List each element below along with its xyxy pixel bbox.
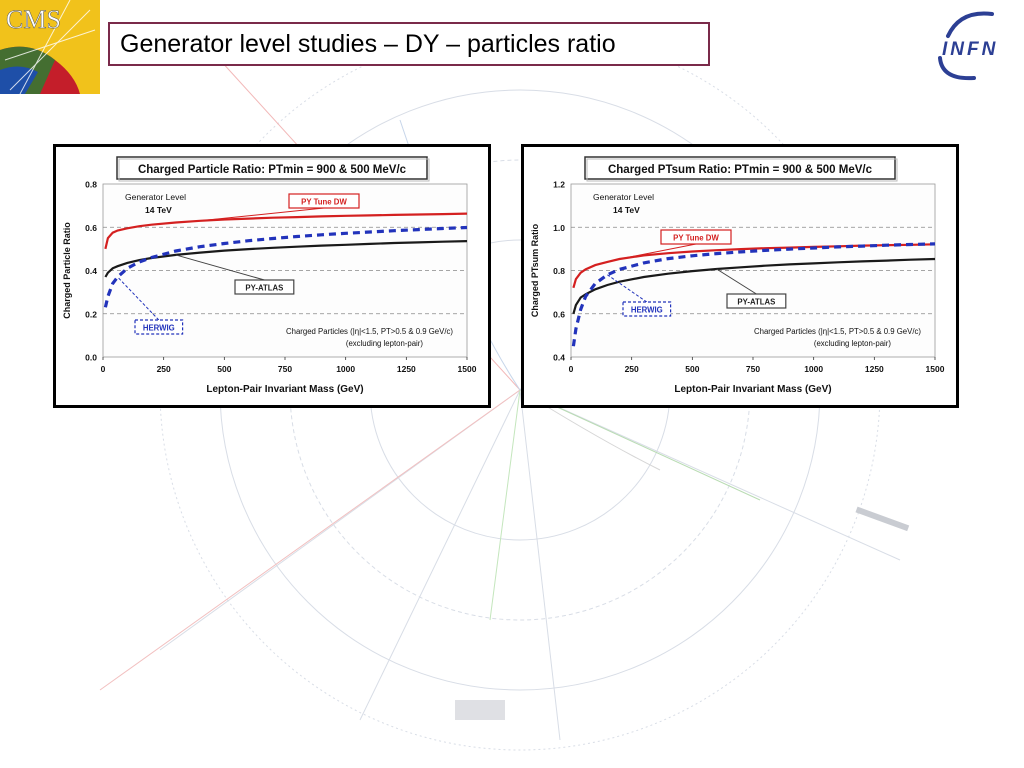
series-label: HERWIG bbox=[607, 274, 672, 317]
annotation-generator: Generator Level bbox=[593, 192, 654, 202]
y-tick-label: 0.6 bbox=[553, 309, 565, 319]
series-label: PY-ATLAS bbox=[716, 268, 787, 309]
y-axis-label: Charged Particle Ratio bbox=[62, 222, 72, 319]
series-label-text: HERWIG bbox=[631, 306, 663, 315]
infn-logo: INFN bbox=[938, 11, 998, 81]
x-tick-label: 750 bbox=[278, 364, 292, 374]
chart-charged-ptsum-ratio: Charged PTsum Ratio: PTmin = 900 & 500 M… bbox=[521, 144, 959, 408]
x-tick-label: 0 bbox=[569, 364, 574, 374]
series-line-herwig bbox=[103, 225, 468, 308]
y-tick-label: 0.2 bbox=[85, 309, 97, 319]
cms-logo-text: CMS bbox=[6, 5, 61, 34]
series-label-text: PY-ATLAS bbox=[737, 298, 775, 307]
x-axis-label: Lepton-Pair Invariant Mass (GeV) bbox=[206, 384, 363, 395]
x-tick-label: 750 bbox=[746, 364, 760, 374]
annotation-generator: Generator Level bbox=[125, 192, 186, 202]
x-tick-label: 1000 bbox=[336, 364, 355, 374]
y-axis-label: Charged PTsum Ratio bbox=[530, 223, 540, 317]
x-tick-label: 500 bbox=[685, 364, 699, 374]
series-line-herwig bbox=[571, 242, 936, 347]
series-label-text: PY Tune DW bbox=[673, 234, 719, 243]
chart-charged-particle-ratio: Charged Particle Ratio: PTmin = 900 & 50… bbox=[53, 144, 491, 408]
x-axis-label: Lepton-Pair Invariant Mass (GeV) bbox=[674, 384, 831, 395]
x-tick-label: 250 bbox=[625, 364, 639, 374]
x-tick-label: 0 bbox=[101, 364, 106, 374]
y-tick-label: 0.8 bbox=[85, 180, 97, 190]
series-label: PY-ATLAS bbox=[175, 254, 295, 295]
y-tick-label: 0.8 bbox=[553, 266, 565, 276]
infn-logo-text: INFN bbox=[942, 39, 998, 60]
series-label-text: HERWIG bbox=[143, 324, 175, 333]
y-tick-label: 0.4 bbox=[553, 353, 565, 363]
x-tick-label: 1250 bbox=[397, 364, 416, 374]
series-label-text: PY-ATLAS bbox=[245, 284, 283, 293]
y-tick-label: 1.2 bbox=[553, 180, 565, 190]
series-label: PY Tune DW bbox=[200, 193, 360, 222]
series-label: HERWIG bbox=[117, 276, 184, 335]
x-tick-label: 1500 bbox=[458, 364, 477, 374]
y-tick-label: 0.6 bbox=[85, 223, 97, 233]
chart-panel-charged-ptsum-ratio: Charged PTsum Ratio: PTmin = 900 & 500 M… bbox=[521, 144, 959, 408]
annotation-energy: 14 TeV bbox=[145, 205, 172, 215]
annotation-note-line2: (excluding lepton-pair) bbox=[814, 339, 892, 348]
chart-panel-charged-particle-ratio: Charged Particle Ratio: PTmin = 900 & 50… bbox=[53, 144, 491, 408]
x-tick-label: 250 bbox=[157, 364, 171, 374]
chart-title-box: Charged Particle Ratio: PTmin = 900 & 50… bbox=[116, 156, 430, 182]
x-tick-label: 500 bbox=[217, 364, 231, 374]
y-tick-label: 0.4 bbox=[85, 266, 97, 276]
x-tick-label: 1000 bbox=[804, 364, 823, 374]
slide-title-box: Generator level studies – DY – particles… bbox=[108, 22, 710, 66]
annotation-note-line2: (excluding lepton-pair) bbox=[346, 339, 424, 348]
annotation-energy: 14 TeV bbox=[613, 205, 640, 215]
x-tick-label: 1250 bbox=[865, 364, 884, 374]
x-tick-label: 1500 bbox=[926, 364, 945, 374]
cms-logo: CMS bbox=[0, 0, 100, 94]
y-tick-label: 0.0 bbox=[85, 353, 97, 363]
annotation-note-line1: Charged Particles (|η|<1.5, PT>0.5 & 0.9… bbox=[286, 327, 453, 336]
chart-title: Charged PTsum Ratio: PTmin = 900 & 500 M… bbox=[608, 164, 873, 176]
series-label-text: PY Tune DW bbox=[301, 198, 347, 207]
chart-title-box: Charged PTsum Ratio: PTmin = 900 & 500 M… bbox=[584, 156, 898, 182]
y-tick-label: 1.0 bbox=[553, 223, 565, 233]
annotation-note-line1: Charged Particles (|η|<1.5, PT>0.5 & 0.9… bbox=[754, 327, 921, 336]
series-line-py-atlas bbox=[104, 240, 468, 278]
chart-title: Charged Particle Ratio: PTmin = 900 & 50… bbox=[138, 164, 407, 176]
series-label: PY Tune DW bbox=[619, 229, 732, 260]
series-line-py-tune-dw bbox=[104, 212, 468, 250]
slide-title: Generator level studies – DY – particles… bbox=[120, 29, 616, 58]
